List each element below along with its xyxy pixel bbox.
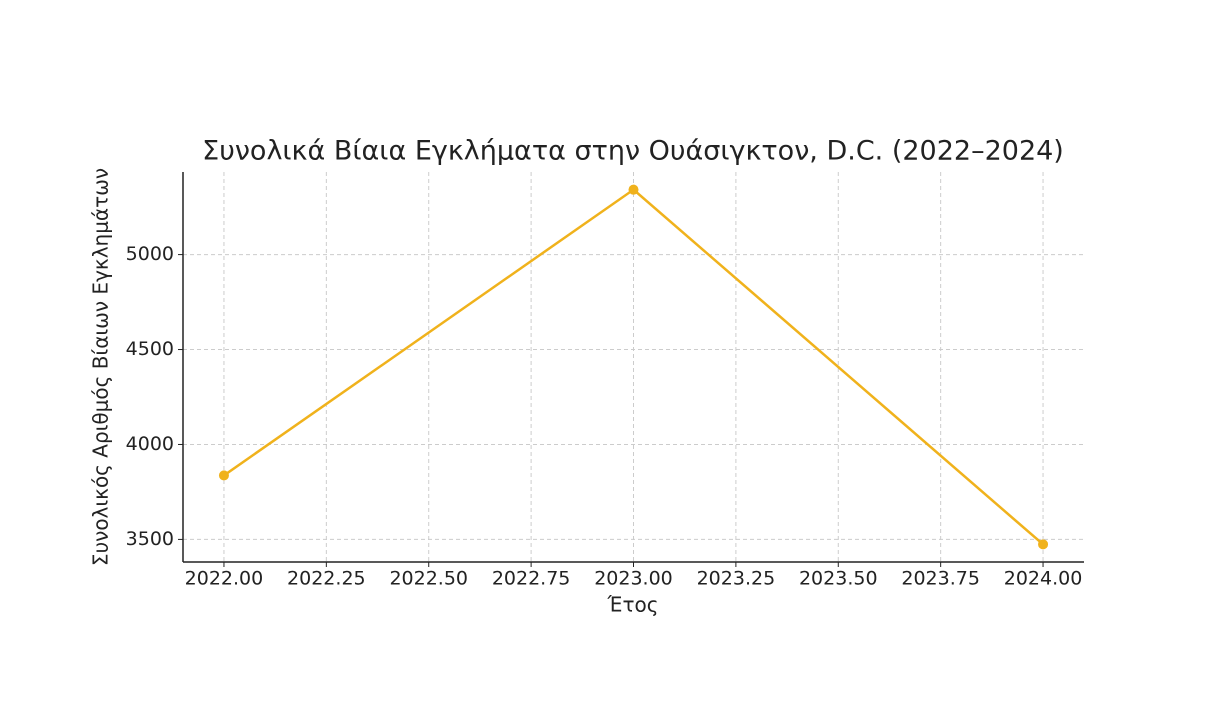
y-tick-label: 5000 — [126, 243, 174, 265]
data-point — [1038, 539, 1049, 550]
data-point — [218, 470, 229, 481]
x-tick-label: 2022.75 — [492, 568, 571, 590]
x-tick-label: 2023.00 — [594, 568, 673, 590]
x-tick-label: 2023.75 — [901, 568, 980, 590]
x-tick-label: 2024.00 — [1004, 568, 1083, 590]
x-axis-label: Έτος — [607, 593, 659, 617]
y-tick-label: 3500 — [126, 528, 174, 550]
x-tick-label: 2023.25 — [697, 568, 776, 590]
x-tick-label: 2022.50 — [389, 568, 468, 590]
x-tick-label: 2022.25 — [287, 568, 366, 590]
y-axis-label: Συνολικός Αριθμός Βίαιων Εγκλημάτων — [89, 168, 113, 566]
data-point — [628, 184, 639, 195]
chart-title: Συνολικά Βίαια Εγκλήματα στην Ουάσιγκτον… — [202, 136, 1064, 167]
x-tick-label: 2022.00 — [185, 568, 264, 590]
x-tick-label: 2023.50 — [799, 568, 878, 590]
y-tick-label: 4500 — [126, 338, 174, 360]
y-tick-label: 4000 — [126, 433, 174, 455]
